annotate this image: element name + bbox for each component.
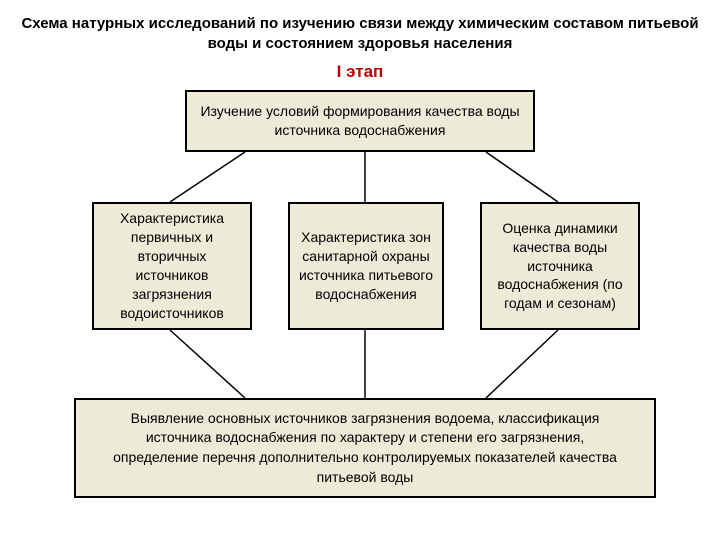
mid-right-box-text: Оценка динамики качества воды источника …: [490, 219, 630, 313]
mid-center-box: Характеристика зон санитарной охраны ист…: [288, 202, 444, 330]
mid-left-box: Характеристика первичных и вторичных ист…: [92, 202, 252, 330]
bottom-box-text: Выявление основных источников загрязнени…: [106, 409, 624, 487]
mid-center-box-text: Характеристика зон санитарной охраны ист…: [298, 228, 434, 304]
mid-right-box: Оценка динамики качества воды источника …: [480, 202, 640, 330]
stage-label: I этап: [0, 62, 720, 82]
diagram-title: Схема натурных исследований по изучению …: [0, 14, 720, 55]
top-box: Изучение условий формирования качества в…: [185, 90, 535, 152]
top-box-text: Изучение условий формирования качества в…: [195, 102, 525, 140]
bottom-box: Выявление основных источников загрязнени…: [74, 398, 656, 498]
mid-left-box-text: Характеристика первичных и вторичных ист…: [102, 209, 242, 322]
